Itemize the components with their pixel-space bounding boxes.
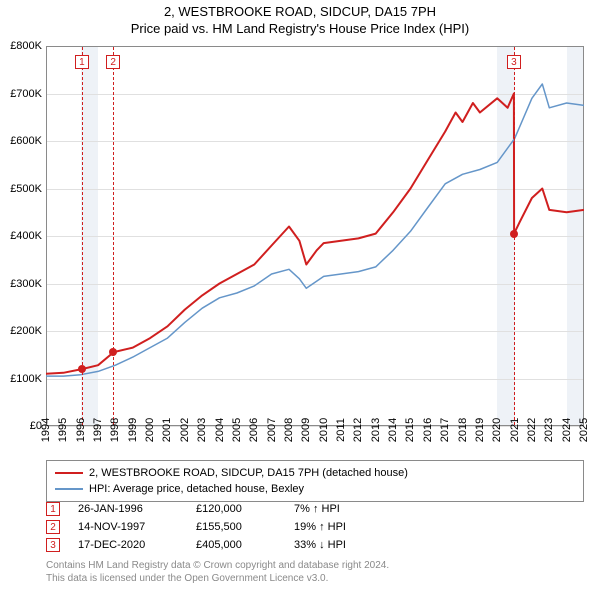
chart-transaction-marker: 1: [75, 55, 89, 69]
transaction-marker: 1: [46, 502, 60, 516]
title-line1: 2, WESTBROOKE ROAD, SIDCUP, DA15 7PH: [0, 4, 600, 19]
x-tick-label: 1994: [40, 418, 52, 442]
transaction-price: £405,000: [196, 539, 276, 551]
y-tick-label: £0: [0, 420, 42, 432]
footer-line1: Contains HM Land Registry data © Crown c…: [46, 560, 584, 573]
footer: Contains HM Land Registry data © Crown c…: [46, 560, 584, 585]
x-tick-label: 2023: [543, 418, 555, 442]
x-tick-label: 2012: [352, 418, 364, 442]
x-tick-label: 2016: [422, 418, 434, 442]
y-tick-label: £300K: [0, 278, 42, 290]
transactions-table: 1 26-JAN-1996 £120,000 7% ↑ HPI 2 14-NOV…: [46, 500, 584, 554]
x-tick-label: 2022: [526, 418, 538, 442]
x-tick-label: 2000: [144, 418, 156, 442]
x-tick-label: 2005: [231, 418, 243, 442]
transaction-delta: 19% ↑ HPI: [294, 521, 374, 533]
x-tick-label: 2001: [161, 418, 173, 442]
x-tick-label: 2025: [578, 418, 590, 442]
x-tick-label: 1999: [127, 418, 139, 442]
x-tick-label: 2003: [196, 418, 208, 442]
y-tick-label: £100K: [0, 373, 42, 385]
y-tick-label: £400K: [0, 230, 42, 242]
transaction-price: £155,500: [196, 521, 276, 533]
chart-container: 2, WESTBROOKE ROAD, SIDCUP, DA15 7PH Pri…: [0, 0, 600, 590]
x-tick-label: 2021: [509, 418, 521, 442]
title-block: 2, WESTBROOKE ROAD, SIDCUP, DA15 7PH Pri…: [0, 0, 600, 36]
x-tick-label: 1998: [109, 418, 121, 442]
x-tick-label: 2018: [457, 418, 469, 442]
chart-transaction-marker: 3: [507, 55, 521, 69]
legend-label-property: 2, WESTBROOKE ROAD, SIDCUP, DA15 7PH (de…: [89, 467, 408, 479]
footer-line2: This data is licensed under the Open Gov…: [46, 573, 584, 586]
x-tick-label: 2010: [318, 418, 330, 442]
transaction-date: 26-JAN-1996: [78, 503, 178, 515]
x-tick-label: 2013: [370, 418, 382, 442]
legend-swatch-hpi: [55, 488, 83, 490]
x-tick-label: 2004: [214, 418, 226, 442]
y-tick-label: £800K: [0, 40, 42, 52]
x-tick-label: 2007: [266, 418, 278, 442]
transaction-row: 3 17-DEC-2020 £405,000 33% ↓ HPI: [46, 536, 584, 554]
transaction-date: 17-DEC-2020: [78, 539, 178, 551]
transaction-row: 1 26-JAN-1996 £120,000 7% ↑ HPI: [46, 500, 584, 518]
x-tick-label: 2006: [248, 418, 260, 442]
series-hpi: [46, 84, 584, 376]
chart-transaction-marker: 2: [106, 55, 120, 69]
x-tick-label: 2017: [439, 418, 451, 442]
x-tick-label: 2002: [179, 418, 191, 442]
line-series: [46, 46, 584, 426]
x-tick-label: 2008: [283, 418, 295, 442]
transaction-delta: 7% ↑ HPI: [294, 503, 374, 515]
x-tick-label: 2024: [561, 418, 573, 442]
x-tick-label: 2011: [335, 418, 347, 442]
transaction-marker: 3: [46, 538, 60, 552]
x-tick-label: 2015: [404, 418, 416, 442]
x-tick-label: 2014: [387, 418, 399, 442]
y-tick-label: £700K: [0, 88, 42, 100]
x-tick-label: 1995: [57, 418, 69, 442]
y-tick-label: £600K: [0, 135, 42, 147]
legend-row-hpi: HPI: Average price, detached house, Bexl…: [55, 481, 575, 497]
legend-row-property: 2, WESTBROOKE ROAD, SIDCUP, DA15 7PH (de…: [55, 465, 575, 481]
transaction-date: 14-NOV-1997: [78, 521, 178, 533]
series-property: [46, 94, 584, 374]
x-tick-label: 2020: [491, 418, 503, 442]
x-tick-label: 1997: [92, 418, 104, 442]
legend-label-hpi: HPI: Average price, detached house, Bexl…: [89, 483, 304, 495]
x-tick-label: 2019: [474, 418, 486, 442]
x-tick-label: 2009: [300, 418, 312, 442]
transaction-price: £120,000: [196, 503, 276, 515]
y-tick-label: £200K: [0, 325, 42, 337]
transaction-delta: 33% ↓ HPI: [294, 539, 374, 551]
legend-swatch-property: [55, 472, 83, 474]
legend: 2, WESTBROOKE ROAD, SIDCUP, DA15 7PH (de…: [46, 460, 584, 502]
transaction-row: 2 14-NOV-1997 £155,500 19% ↑ HPI: [46, 518, 584, 536]
title-line2: Price paid vs. HM Land Registry's House …: [0, 21, 600, 36]
y-tick-label: £500K: [0, 183, 42, 195]
x-tick-label: 1996: [75, 418, 87, 442]
transaction-marker: 2: [46, 520, 60, 534]
